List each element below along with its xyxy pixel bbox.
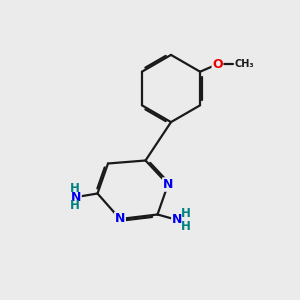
Text: N: N (71, 190, 81, 204)
Text: O: O (212, 58, 223, 71)
Text: CH₃: CH₃ (235, 59, 254, 69)
Text: H: H (181, 220, 190, 233)
Text: N: N (115, 212, 125, 226)
Text: H: H (70, 199, 79, 212)
Text: N: N (172, 213, 182, 226)
Text: N: N (163, 178, 173, 191)
Text: H: H (70, 182, 79, 195)
Text: H: H (181, 207, 190, 220)
